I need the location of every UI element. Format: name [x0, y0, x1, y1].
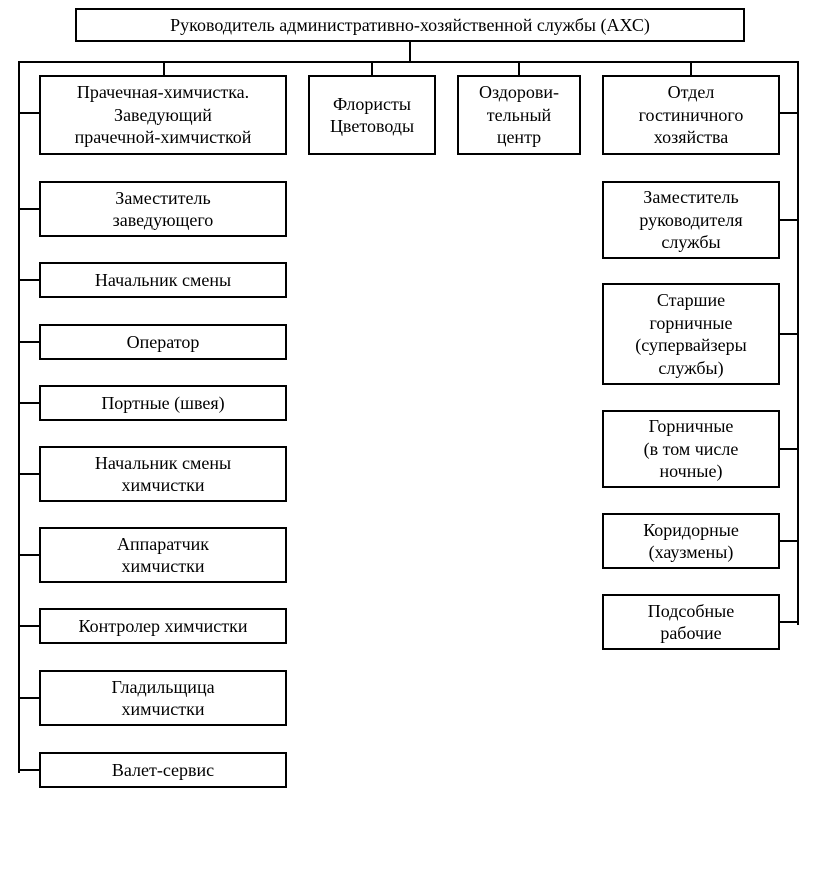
node-hotel-senior-maids: Старшиегорничные(супервайзерыслужбы): [602, 283, 780, 385]
node-hotel-workers: Подсобныерабочие: [602, 594, 780, 650]
connector-left-stub-9: [18, 769, 39, 771]
connector-left-stub-4: [18, 402, 39, 404]
node-laundry-shift-lead: Начальник смены: [39, 262, 287, 298]
node-laundry-tailors: Портные (швея): [39, 385, 287, 421]
root-node: Руководитель административно-хозяйственн…: [75, 8, 745, 42]
connector-right-stub-3: [780, 448, 798, 450]
connector-main-bus: [18, 61, 798, 63]
connector-drop-laundry: [163, 61, 165, 75]
node-florists: ФлористыЦветоводы: [308, 75, 436, 155]
node-hotel-maids: Горничные(в том численочные): [602, 410, 780, 488]
node-laundry-drycl-control: Контролер химчистки: [39, 608, 287, 644]
connector-right-stub-2: [780, 333, 798, 335]
connector-right-stub-1: [780, 219, 798, 221]
node-laundry-deputy: Заместительзаведующего: [39, 181, 287, 237]
connector-right-stub-5: [780, 621, 798, 623]
connector-drop-wellness: [518, 61, 520, 75]
node-wellness: Оздорови-тельныйцентр: [457, 75, 581, 155]
connector-left-stub-3: [18, 341, 39, 343]
connector-drop-florists: [371, 61, 373, 75]
node-hotel-deputy: Заместительруководителяслужбы: [602, 181, 780, 259]
connector-left-stub-5: [18, 473, 39, 475]
connector-left-spine: [18, 61, 20, 773]
connector-left-stub-1: [18, 208, 39, 210]
node-laundry-ironer: Гладильщицахимчистки: [39, 670, 287, 726]
node-laundry-drycl-apparatus: Аппаратчикхимчистки: [39, 527, 287, 583]
connector-root-down: [409, 42, 411, 62]
connector-left-stub-0: [18, 112, 39, 114]
connector-left-stub-8: [18, 697, 39, 699]
connector-right-stub-0: [780, 112, 798, 114]
node-laundry-valet: Валет-сервис: [39, 752, 287, 788]
node-hotel: Отделгостиничногохозяйства: [602, 75, 780, 155]
node-laundry-operator: Оператор: [39, 324, 287, 360]
connector-drop-hotel: [690, 61, 692, 75]
connector-right-stub-4: [780, 540, 798, 542]
node-laundry-drycl-shift: Начальник сменыхимчистки: [39, 446, 287, 502]
connector-left-stub-2: [18, 279, 39, 281]
node-hotel-housemen: Коридорные(хаузмены): [602, 513, 780, 569]
connector-left-stub-6: [18, 554, 39, 556]
connector-left-stub-7: [18, 625, 39, 627]
node-laundry: Прачечная-химчистка.Заведующийпрачечной-…: [39, 75, 287, 155]
